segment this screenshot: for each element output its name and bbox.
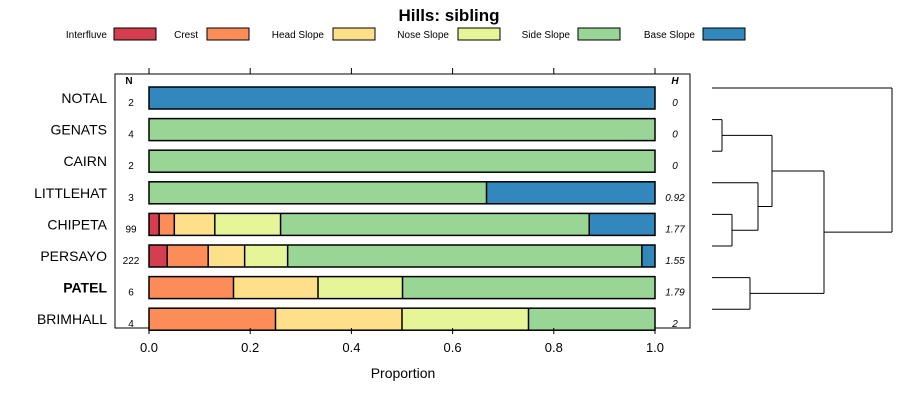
bar-segment-chipeta-nose-slope	[214, 213, 281, 236]
x-axis-label: Proportion	[371, 365, 436, 381]
legend-label-head-slope: Head Slope	[272, 30, 325, 41]
bar-segment-patel-head-slope	[233, 276, 319, 299]
dendrogram	[712, 87, 893, 310]
bar-segment-chipeta-crest	[159, 213, 175, 236]
bar-segment-brimhall-side-slope	[528, 308, 655, 331]
bar-outline-brimhall	[148, 307, 656, 331]
row-label-brimhall: BRIMHALL	[37, 311, 107, 327]
bar-outline-littlehat	[148, 181, 656, 205]
legend-swatch-interfluve	[113, 27, 157, 41]
h-column: H 0 0 0 0.92 1.77 1.55 1.79 2	[665, 76, 685, 330]
bar-segment-chipeta-interfluve	[149, 213, 160, 236]
legend-label-crest: Crest	[174, 30, 198, 41]
bar-segment-brimhall-head-slope	[275, 308, 402, 331]
bar-outline-notal	[148, 86, 656, 110]
n-value-littlehat: 3	[128, 193, 134, 204]
h-value-cairn: 0	[672, 161, 678, 172]
bar-segment-chipeta-head-slope	[174, 213, 215, 236]
bar-segment-patel-crest	[149, 276, 234, 299]
bar-segment-persayo-nose-slope	[244, 245, 288, 267]
bar-segment-persayo-interfluve	[149, 245, 168, 267]
x-tick-label: 1.0	[646, 340, 664, 355]
legend-swatch-crest	[206, 27, 250, 41]
bar-outline-cairn	[148, 149, 656, 173]
legend-swatch-head-slope	[332, 27, 376, 41]
row-label-littlehat: LITTLEHAT	[34, 185, 107, 201]
bar-segment-chipeta-side-slope	[280, 213, 590, 236]
legend-swatch-side-slope	[577, 27, 621, 41]
bar-segment-littlehat-side-slope	[149, 181, 487, 204]
x-tick-label: 0.2	[241, 340, 259, 355]
legend: Interfluve Crest Head Slope Nose Slope Side …	[66, 27, 746, 41]
legend-swatch-base-slope	[702, 27, 746, 41]
bar-outline-chipeta	[148, 212, 656, 237]
n-value-genats: 4	[128, 130, 134, 141]
bar-segment-genats-side-slope	[149, 118, 655, 141]
h-value-genats: 0	[672, 130, 678, 141]
x-tick-label: 0.6	[444, 340, 462, 355]
row-label-chipeta: CHIPETA	[47, 216, 107, 232]
h-value-brimhall: 2	[671, 319, 678, 330]
n-value-cairn: 2	[128, 161, 134, 172]
bar-segment-cairn-side-slope	[149, 150, 655, 173]
row-labels: NOTAL GENATS CAIRN LITTLEHAT CHIPETA PERSAYO P…	[34, 90, 108, 327]
legend-label-side-slope: Side Slope	[522, 30, 571, 41]
bar-segment-littlehat-base-slope	[486, 181, 655, 204]
n-value-persayo: 222	[123, 256, 140, 267]
n-value-notal: 2	[128, 98, 134, 109]
bar-outline-patel	[148, 275, 656, 300]
chart-title: Hills: sibling	[398, 6, 499, 25]
h-value-littlehat: 0.92	[665, 193, 685, 204]
bar-segment-brimhall-nose-slope	[402, 308, 529, 331]
bar-segment-persayo-crest	[167, 245, 209, 267]
n-column: N 2 4 2 3 99 222 6 4	[123, 76, 140, 330]
h-value-persayo: 1.55	[665, 256, 685, 267]
n-header: N	[125, 76, 132, 87]
x-tick-label: 0.8	[545, 340, 563, 355]
x-axis: 0.0 0.2 0.4 0.6 0.8 1.0	[140, 68, 664, 355]
row-label-persayo: PERSAYO	[40, 248, 107, 264]
n-value-brimhall: 4	[128, 319, 134, 330]
bar-outline-persayo	[148, 244, 656, 268]
bar-segment-persayo-head-slope	[208, 245, 245, 267]
legend-swatch-nose-slope	[457, 27, 501, 41]
bar-segment-persayo-side-slope	[287, 245, 642, 267]
bar-outline-genats	[148, 117, 656, 142]
h-value-patel: 1.79	[665, 288, 685, 299]
legend-label-interfluve: Interfluve	[66, 30, 108, 41]
bar-segment-chipeta-base-slope	[589, 213, 655, 236]
bar-segment-notal-base-slope	[149, 87, 655, 109]
n-value-chipeta: 99	[125, 224, 137, 235]
row-label-genats: GENATS	[50, 122, 107, 138]
legend-label-nose-slope: Nose Slope	[397, 30, 449, 41]
n-value-patel: 6	[128, 288, 134, 299]
row-label-cairn: CAIRN	[63, 153, 107, 169]
h-value-notal: 0	[672, 98, 678, 109]
legend-label-base-slope: Base Slope	[644, 30, 696, 41]
bar-segment-patel-nose-slope	[318, 276, 403, 299]
row-label-patel: PATEL	[63, 280, 107, 296]
row-label-notal: NOTAL	[61, 90, 107, 106]
x-tick-label: 0.4	[342, 340, 360, 355]
x-tick-label: 0.0	[140, 340, 158, 355]
bar-segment-persayo-base-slope	[641, 245, 655, 267]
bar-segment-patel-side-slope	[402, 276, 656, 299]
bar-segment-brimhall-crest	[149, 308, 276, 331]
h-header: H	[671, 76, 679, 87]
bars	[148, 86, 656, 331]
h-value-chipeta: 1.77	[665, 224, 685, 235]
